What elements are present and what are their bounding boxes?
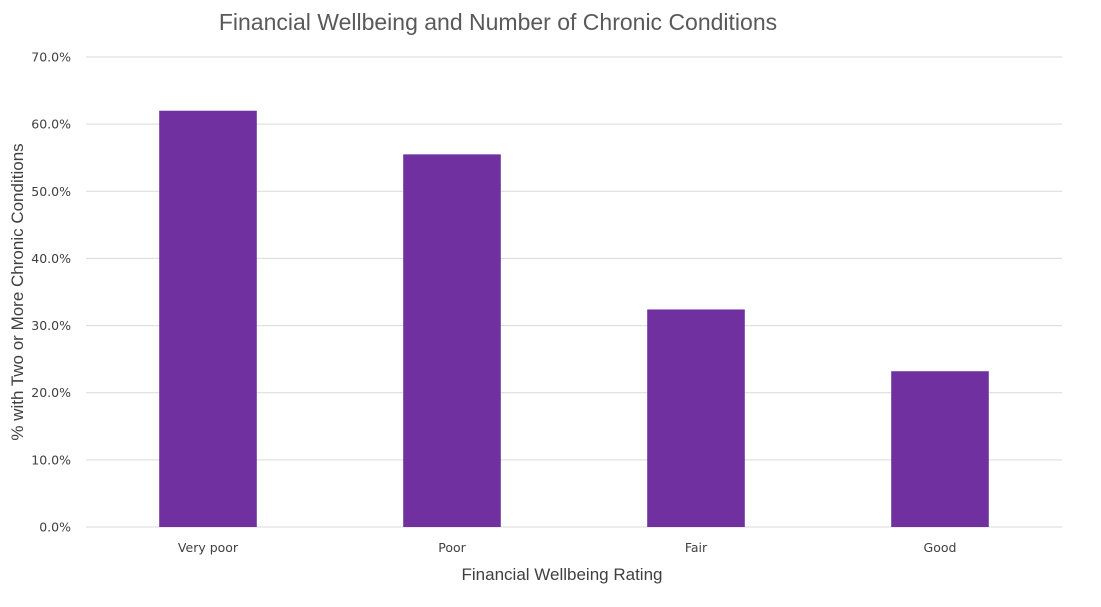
x-axis-title: Financial Wellbeing Rating [462,565,663,584]
y-tick-label: 70.0% [31,50,71,65]
x-tick-label: Very poor [178,540,239,555]
chart-title: Financial Wellbeing and Number of Chroni… [219,9,777,35]
y-tick-label: 40.0% [31,251,71,266]
y-axis-title: % with Two or More Chronic Conditions [8,143,27,440]
y-tick-label: 50.0% [31,184,71,199]
bars [159,110,989,527]
bar-poor [403,154,501,527]
x-tick-label: Fair [685,540,708,555]
y-tick-label: 10.0% [31,452,71,467]
y-tick-label: 60.0% [31,117,71,132]
x-axis-ticks: Very poor Poor Fair Good [178,540,957,555]
y-tick-label: 20.0% [31,385,71,400]
y-tick-label: 0.0% [39,520,71,535]
y-tick-label: 30.0% [31,318,71,333]
bar-very-poor [159,110,257,527]
x-tick-label: Poor [438,540,466,555]
bar-fair [647,309,745,527]
x-tick-label: Good [924,540,957,555]
y-axis-ticks: 0.0% 10.0% 20.0% 30.0% 40.0% 50.0% 60.0% 70.0% [31,50,71,535]
bar-good [891,371,989,527]
